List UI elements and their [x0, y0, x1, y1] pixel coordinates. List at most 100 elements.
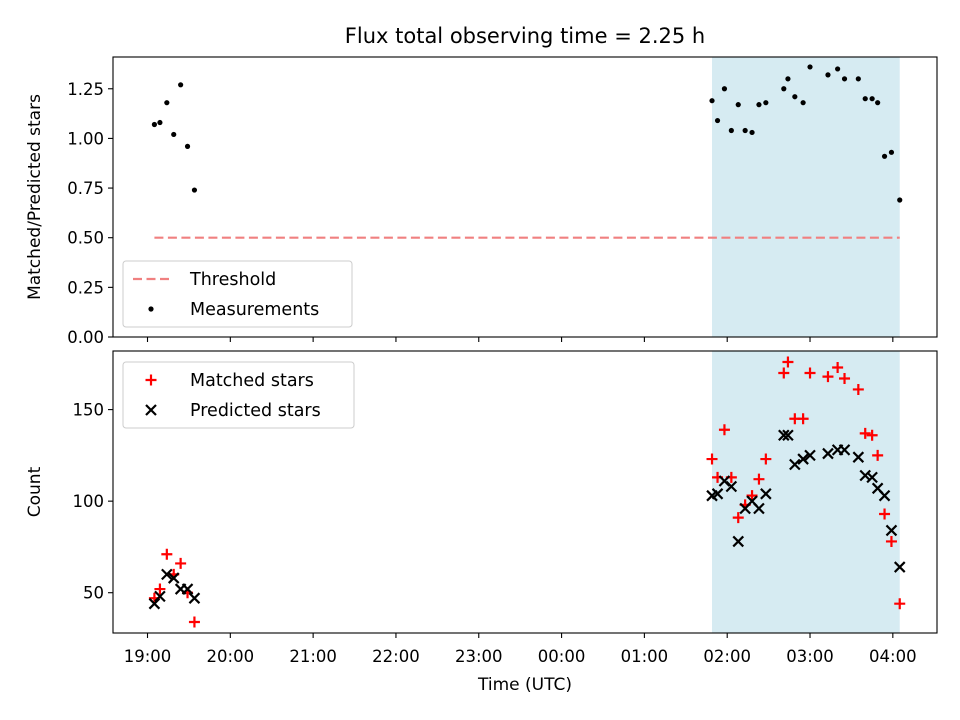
data-point: [825, 72, 831, 78]
data-point: [711, 488, 724, 500]
x-tick-label: 04:00: [869, 647, 917, 666]
data-point: [839, 372, 851, 384]
data-point: [753, 502, 765, 515]
data-point: [822, 447, 834, 460]
x-tick-label: 20:00: [207, 647, 255, 666]
legend-swatch: [148, 306, 154, 312]
data-point: [714, 117, 721, 124]
data-point: [148, 597, 161, 610]
legend-label: Predicted stars: [190, 401, 321, 421]
data-point: [797, 453, 809, 465]
data-point: [875, 100, 881, 106]
data-point: [742, 127, 748, 134]
legend-label: Measurements: [190, 300, 319, 320]
legend-label: Threshold: [189, 270, 276, 290]
data-point: [175, 557, 187, 569]
data-point: [188, 592, 201, 604]
data-point: [862, 96, 868, 102]
data-point: [866, 429, 878, 441]
data-point: [866, 471, 878, 484]
data-point: [178, 82, 184, 88]
data-point: [778, 367, 790, 379]
data-point: [888, 149, 895, 155]
y-tick-label: 0.75: [67, 179, 104, 198]
series-predicted-stars: [148, 429, 906, 610]
legend-box: [122, 361, 355, 429]
series-measurements: [151, 64, 903, 203]
data-point: [746, 490, 758, 502]
data-point: [151, 121, 158, 128]
x-tick-label: 21:00: [289, 647, 337, 666]
axes-frame: [112, 56, 938, 338]
data-point: [732, 512, 744, 524]
data-point: [184, 143, 191, 149]
legend: Matched stars Predicted stars: [122, 361, 355, 429]
x-tick-label: 01:00: [621, 647, 669, 666]
data-point: [881, 153, 888, 159]
y-tick-label: 100: [73, 492, 105, 511]
data-point: [164, 100, 170, 106]
data-point: [872, 449, 884, 461]
data-point: [725, 480, 738, 493]
y-tick-label: 0.25: [67, 278, 104, 297]
data-point: [792, 94, 798, 100]
data-point: [167, 572, 180, 584]
data-point: [749, 129, 755, 136]
y-tick-label: 1.00: [67, 129, 104, 148]
data-point: [161, 568, 173, 581]
data-point: [732, 535, 745, 548]
data-point: [885, 535, 897, 547]
data-point: [718, 424, 730, 436]
legend-box: [122, 260, 353, 328]
x-tick-label: 19:00: [124, 647, 172, 666]
data-point: [154, 590, 166, 603]
data-point: [797, 413, 809, 425]
legend-swatch: [145, 374, 157, 386]
data-point: [832, 361, 844, 373]
data-point: [753, 473, 765, 485]
y-tick-label: 0.00: [67, 328, 104, 347]
data-point: [782, 356, 794, 368]
data-point: [171, 131, 177, 138]
data-point: [188, 616, 200, 628]
data-point: [154, 583, 166, 595]
data-point: [804, 367, 816, 379]
y-tick-label: 50: [83, 584, 104, 603]
y-tick-label: 150: [73, 401, 105, 420]
data-point: [782, 429, 794, 442]
shaded-observing-window: [712, 57, 900, 337]
data-point: [735, 102, 741, 108]
x-tick-label: 22:00: [372, 647, 420, 666]
data-point: [822, 371, 834, 383]
series-matched-stars: [148, 356, 906, 628]
data-point: [885, 524, 898, 537]
data-point: [778, 429, 790, 442]
legend: Threshold Measurements: [122, 260, 353, 328]
data-point: [763, 100, 769, 106]
data-point: [835, 66, 841, 72]
data-point: [807, 64, 813, 70]
data-point: [852, 451, 865, 463]
data-point: [706, 453, 718, 465]
data-point: [709, 98, 715, 104]
data-point: [859, 427, 871, 439]
legend-swatch: [145, 404, 157, 416]
chart-title: Flux total observing time = 2.25 h: [345, 24, 705, 48]
x-tick-label: 03:00: [786, 647, 834, 666]
data-point: [852, 383, 864, 395]
data-point: [157, 119, 163, 126]
shaded-observing-window: [712, 351, 900, 633]
data-point: [760, 453, 772, 465]
y-tick-label: 1.25: [67, 80, 104, 99]
x-axis-label: Time (UTC): [477, 675, 572, 695]
x-tick-label: 02:00: [703, 647, 751, 666]
data-point: [859, 469, 872, 482]
data-point: [721, 86, 728, 92]
data-point: [800, 100, 806, 106]
data-point: [841, 76, 848, 82]
data-point: [181, 583, 194, 595]
legend-label: Matched stars: [190, 371, 314, 391]
data-point: [897, 197, 903, 203]
y-tick-label: 0.50: [67, 229, 104, 248]
x-tick-label: 23:00: [455, 647, 503, 666]
